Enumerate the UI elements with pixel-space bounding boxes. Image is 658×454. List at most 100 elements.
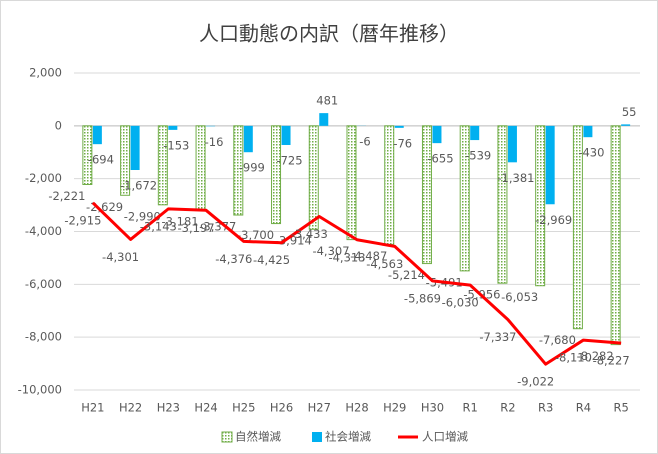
x-tick-label: R1 [463, 401, 478, 415]
bar [497, 125, 508, 284]
legend-label: 自然増減 [235, 430, 281, 444]
data-label: -3,914 [275, 234, 312, 248]
data-label: -8,227 [593, 354, 630, 368]
data-label: -694 [88, 153, 114, 167]
data-label: -4,313 [328, 250, 365, 264]
bar [130, 125, 140, 171]
data-label: -1,381 [497, 171, 534, 185]
bar [271, 125, 282, 225]
data-label: 481 [316, 94, 338, 108]
legend-label: 社会増減 [325, 430, 371, 444]
data-label: -3,197 [178, 221, 215, 235]
bar [319, 113, 329, 126]
x-tick-label: H22 [119, 401, 142, 415]
data-label: -3,700 [237, 228, 274, 242]
bar [120, 125, 131, 196]
legend-label: 人口増減 [422, 430, 468, 444]
y-tick-label: 0 [55, 118, 62, 132]
data-label: -2,990 [124, 209, 161, 223]
x-tick-label: R3 [538, 401, 553, 415]
data-label: -3,143 [140, 219, 177, 233]
bar [621, 124, 631, 126]
x-tick-label: H28 [345, 401, 368, 415]
data-label: -3,433 [291, 227, 328, 241]
bar [92, 125, 102, 145]
data-label: -1,672 [120, 179, 157, 193]
y-tick-label: 2,000 [29, 66, 62, 80]
x-tick-label: H23 [157, 401, 180, 415]
data-label: -9,022 [517, 375, 554, 389]
bar [583, 125, 593, 138]
data-label: -2,915 [64, 213, 101, 227]
bar [157, 125, 168, 206]
bar [507, 125, 517, 163]
y-tick-label: -10,000 [18, 383, 62, 397]
bar [421, 125, 432, 265]
bar [308, 125, 319, 230]
x-tick-label: R2 [500, 401, 515, 415]
bar [535, 125, 546, 287]
data-label: -6,053 [501, 290, 538, 304]
data-label: -6,030 [442, 296, 479, 310]
bar [243, 125, 253, 153]
line [91, 201, 622, 366]
chart-title: 人口動態の内訳（暦年推移） [199, 22, 459, 46]
bar [572, 125, 583, 330]
data-label: -4,425 [253, 253, 290, 267]
data-label: -2,629 [86, 200, 123, 214]
data-label: -6 [359, 134, 370, 148]
x-tick-label: R4 [576, 401, 591, 415]
bar [281, 125, 291, 145]
bar [545, 125, 555, 205]
y-tick-label: -4,000 [25, 224, 62, 238]
data-label: -4,307 [312, 244, 349, 258]
data-label: -7,680 [539, 333, 576, 347]
bar [394, 125, 404, 128]
legend-swatch [312, 432, 322, 442]
data-label: -7,337 [479, 330, 516, 344]
y-tick-label: -2,000 [25, 171, 62, 185]
data-label: -8,110 [555, 351, 592, 365]
bar [233, 125, 244, 216]
x-tick-label: H30 [421, 401, 444, 415]
bar [459, 125, 470, 272]
data-label: -76 [393, 136, 412, 150]
x-tick-label: H21 [81, 401, 104, 415]
data-label: -5,869 [404, 291, 441, 305]
data-label: -4,301 [102, 250, 139, 264]
x-tick-label: H25 [232, 401, 255, 415]
x-tick-label: H24 [194, 401, 217, 415]
x-tick-label: H26 [270, 401, 293, 415]
y-tick-label: -6,000 [25, 277, 62, 291]
data-label: -725 [276, 153, 302, 167]
data-label: -4,563 [366, 257, 403, 271]
data-label: -2,221 [48, 189, 85, 203]
data-label: -2,969 [535, 213, 572, 227]
data-label: 55 [622, 105, 637, 119]
data-label: -5,214 [388, 268, 425, 282]
bar [610, 125, 621, 346]
bar [432, 125, 442, 144]
data-label: -539 [465, 149, 491, 163]
bar [346, 125, 357, 241]
data-label: -16 [205, 135, 224, 149]
bar [168, 125, 178, 130]
data-label: -430 [578, 146, 604, 160]
x-tick-label: H27 [308, 401, 331, 415]
bar [82, 125, 93, 186]
x-tick-label: R5 [613, 401, 628, 415]
y-tick-label: -8,000 [25, 330, 62, 344]
x-tick-label: H29 [383, 401, 406, 415]
data-label: -3,181 [162, 214, 199, 228]
data-label: -4,376 [215, 252, 252, 266]
data-label: -8,282 [577, 349, 614, 363]
data-label: -3,377 [199, 220, 236, 234]
data-label: -999 [239, 161, 265, 175]
data-label: -153 [163, 138, 189, 152]
legend-swatch [221, 431, 233, 443]
bar [470, 125, 480, 141]
data-label: -655 [427, 152, 453, 166]
data-label: -4,487 [350, 249, 387, 263]
